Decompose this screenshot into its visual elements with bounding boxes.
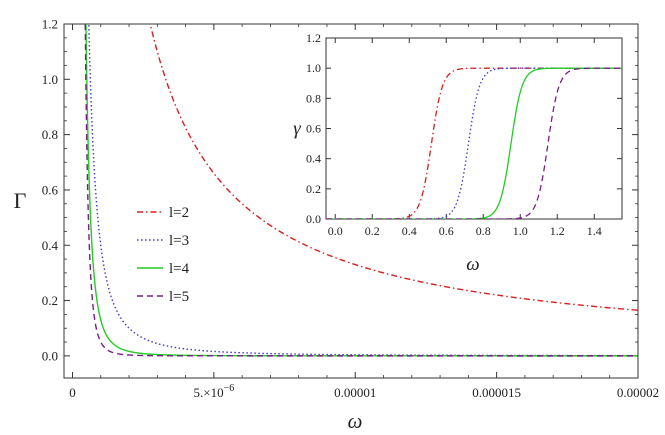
inset-x-tick-label: 0.6: [439, 224, 454, 238]
y-tick-label: 0.2: [42, 293, 58, 308]
x-axis-title: ω: [348, 409, 363, 433]
inset-y-tick-label: 0.4: [306, 152, 321, 166]
y-tick-label: 0.6: [42, 182, 59, 197]
main-plot-frame: [63, 23, 639, 379]
inset-y-tick-label: 1.2: [306, 31, 321, 45]
inset-y-tick-label: 0.6: [306, 122, 321, 136]
x-tick-label: 0.00001: [334, 385, 376, 400]
legend-label: l=5: [169, 289, 189, 305]
y-tick-label: 1.0: [42, 72, 58, 87]
x-tick-exponent: −6: [224, 383, 235, 394]
legend-label: l=3: [169, 233, 189, 249]
series-line-l=3: [88, 24, 638, 357]
inset-y-tick-label: 0.8: [306, 91, 321, 105]
inset-x-tick-label: 0.8: [476, 224, 491, 238]
inset-series-line-l=2: [326, 67, 622, 219]
y-tick-label: 0.0: [42, 348, 58, 363]
inset-plot: 0.0 0.2 0.4 0.6 0.8 1.0 1.2 0.0 0.2 0.4 0.6 0.8 1.0 1…: [293, 31, 623, 275]
x-tick-label: 5.×10−6: [193, 383, 234, 400]
series-line-l=4: [85, 24, 638, 357]
inset-y-axis-title: γ: [293, 119, 301, 140]
inset-x-tick-label: 1.0: [513, 224, 528, 238]
legend-label: l=4: [169, 261, 190, 277]
inset-x-tick-label: 0.4: [402, 224, 417, 238]
x-tick-label: 0.00002: [617, 385, 659, 400]
inset-y-tick-label: 0.0: [306, 212, 321, 226]
x-tick-label: 0.000015: [472, 385, 521, 400]
inset-curves: [326, 67, 622, 219]
inset-y-tick-label: 0.2: [306, 182, 321, 196]
inset-frame: [325, 37, 623, 220]
y-tick-label: 0.8: [42, 127, 58, 142]
x-tick-label: 0: [69, 385, 76, 400]
inset-x-tick-label: 0.2: [365, 224, 380, 238]
inset-y-tick-label: 1.0: [306, 61, 321, 75]
legend-label: l=2: [169, 205, 189, 221]
y-tick-label: 0.4: [42, 238, 59, 253]
legend: l=2 l=3 l=4 l=5: [137, 205, 190, 305]
inset-x-axis-title: ω: [466, 254, 479, 275]
inset-x-tick-label: 1.2: [550, 224, 565, 238]
inset-series-line-l=4: [326, 67, 622, 219]
inset-x-tick-label: 1.4: [587, 224, 602, 238]
y-tick-label: 1.2: [42, 17, 58, 32]
inset-x-tick-label: 0.0: [328, 224, 343, 238]
series-line-l=2: [149, 24, 638, 311]
main-curves: [84, 24, 638, 357]
y-axis-title: Γ: [14, 188, 27, 213]
